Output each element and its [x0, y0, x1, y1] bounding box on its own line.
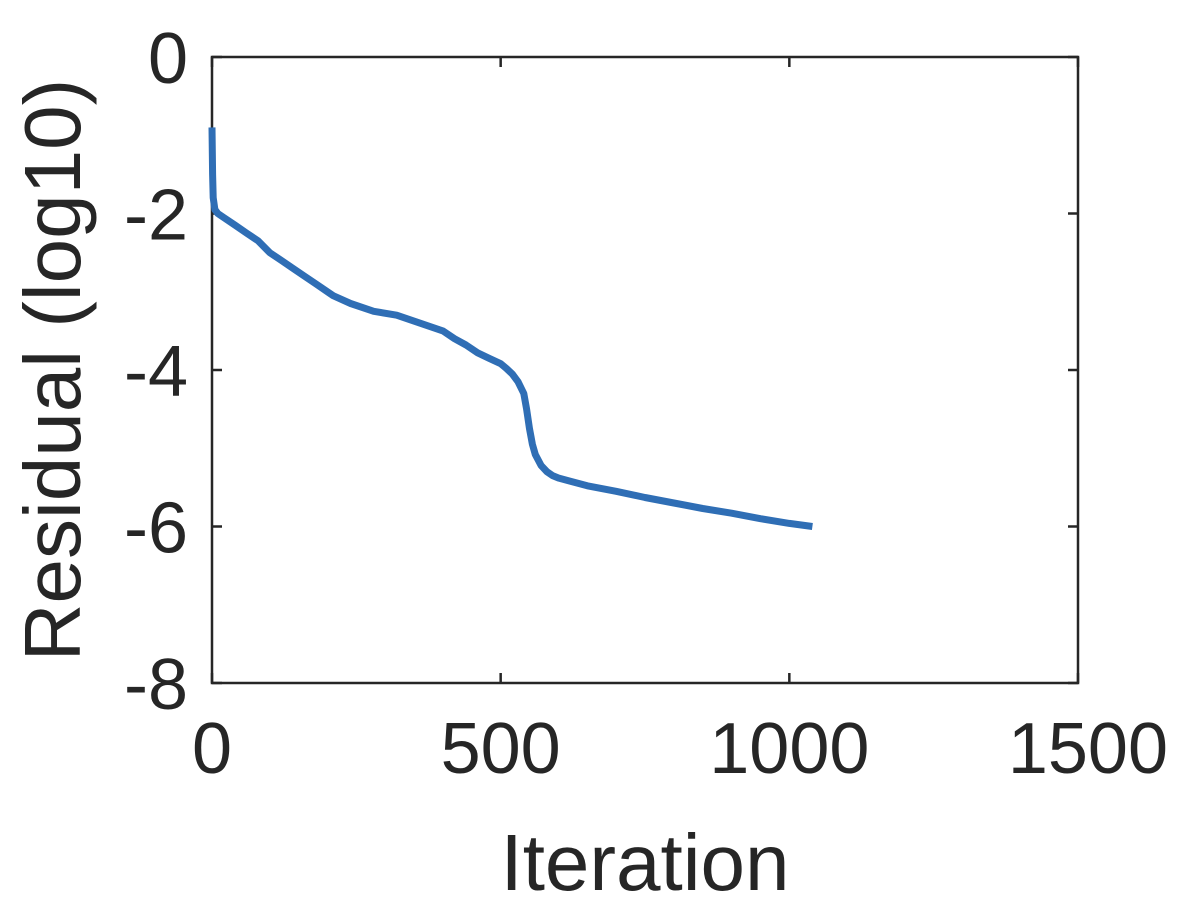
plot-area	[210, 55, 1080, 685]
series-line	[208, 127, 813, 530]
x-tick-label: 500	[441, 709, 561, 789]
tick-labels-layer: 0 500 1000 1500 0 -2 -4 -6 -8	[124, 19, 1168, 789]
x-tick-label: 1500	[1008, 709, 1168, 789]
x-tick-label: 1000	[709, 709, 869, 789]
y-tick-label: 0	[148, 19, 188, 99]
series-layer	[208, 127, 813, 530]
y-tick-label: -8	[124, 645, 188, 725]
x-tick-label: 0	[192, 709, 232, 789]
y-tick-label: -6	[124, 489, 188, 569]
y-tick-label: -4	[124, 332, 188, 412]
y-tick-label: -2	[124, 176, 188, 256]
y-axis-label: Residual (log10)	[8, 79, 97, 662]
x-axis-label: Iteration	[500, 818, 789, 907]
